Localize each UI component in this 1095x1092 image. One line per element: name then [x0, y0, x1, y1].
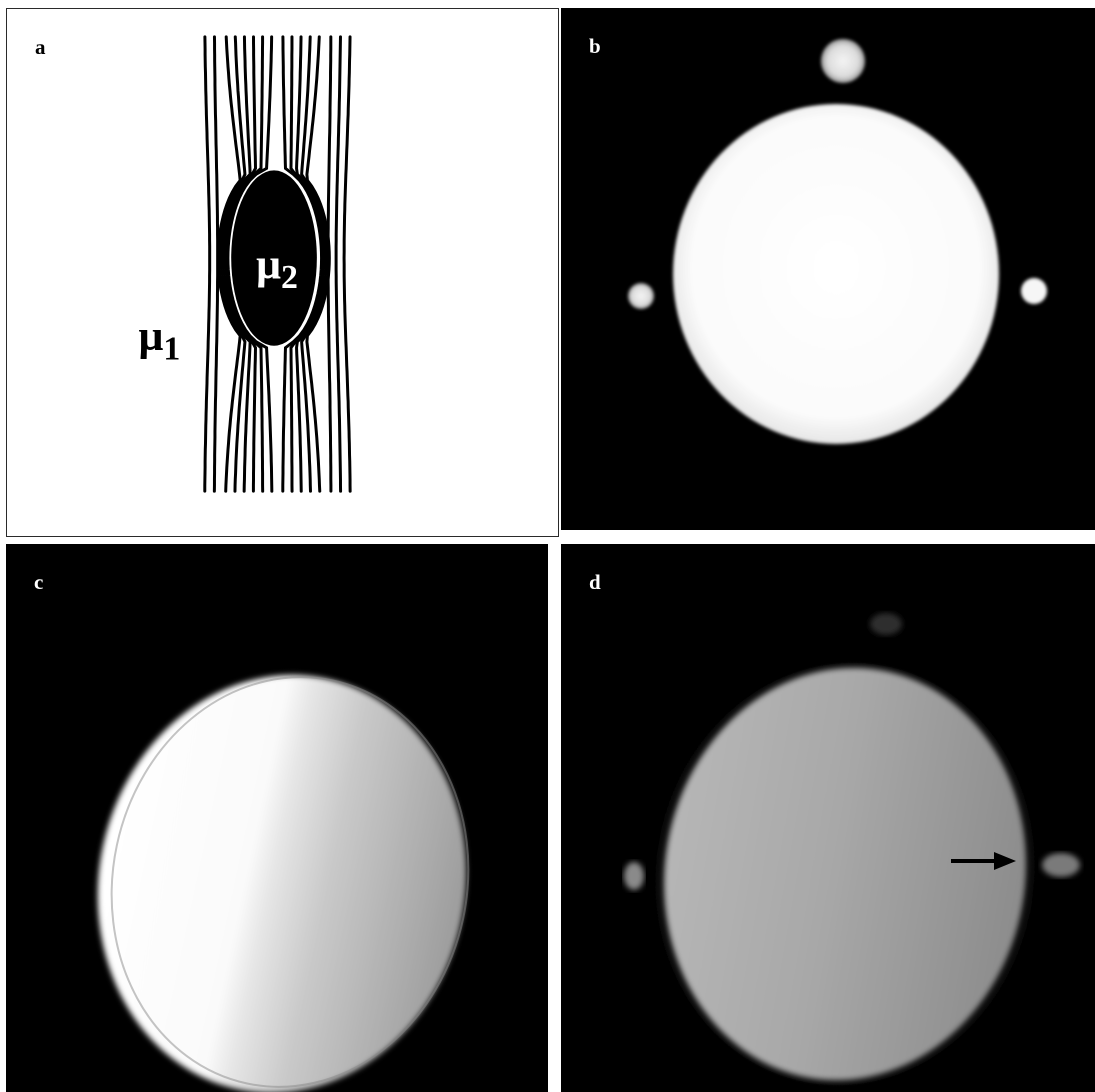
- panel-b: b: [561, 8, 1095, 530]
- field-line: [218, 35, 247, 493]
- field-line: [203, 35, 212, 493]
- vial-left: [624, 862, 644, 890]
- panel-a: μ2 μ1 a: [6, 8, 559, 537]
- field-line: [224, 35, 265, 493]
- panel-label-b: b: [589, 34, 601, 58]
- field-line: [334, 35, 343, 493]
- panel-label-d: d: [589, 570, 601, 594]
- panel-d: d: [561, 544, 1095, 1092]
- vial-right: [1021, 278, 1047, 304]
- phantom-image-c: [97, 675, 470, 1092]
- field-line: [342, 35, 352, 493]
- field-line-diagram: μ2 μ1: [139, 35, 352, 493]
- field-line: [289, 35, 325, 493]
- field-lines: [203, 35, 352, 493]
- field-line: [326, 35, 333, 493]
- phantom-image-b: [628, 39, 1047, 444]
- vial-top: [821, 39, 865, 83]
- phantom-image-d: [624, 613, 1080, 1092]
- disc-rim: [110, 676, 470, 1088]
- field-line: [222, 35, 258, 493]
- mu-1-label: μ1: [139, 312, 181, 368]
- panel-label-c: c: [34, 570, 44, 594]
- phantom-disc: [673, 104, 999, 444]
- phantom-disc: [664, 667, 1026, 1081]
- field-line: [281, 35, 324, 493]
- field-line: [220, 35, 252, 493]
- panel-c: c: [6, 544, 548, 1092]
- vial-left: [628, 283, 654, 309]
- arrow-icon: [951, 852, 1016, 870]
- panel-label-a: a: [35, 35, 46, 59]
- vial-top-faint: [870, 613, 902, 635]
- field-line: [226, 35, 274, 493]
- mu-2-label: μ2: [256, 240, 298, 296]
- inclusion-ellipse: [231, 170, 317, 346]
- field-line: [295, 35, 327, 493]
- vial-right: [1042, 853, 1080, 877]
- field-line: [216, 35, 242, 493]
- phantom-disc: [97, 675, 467, 1092]
